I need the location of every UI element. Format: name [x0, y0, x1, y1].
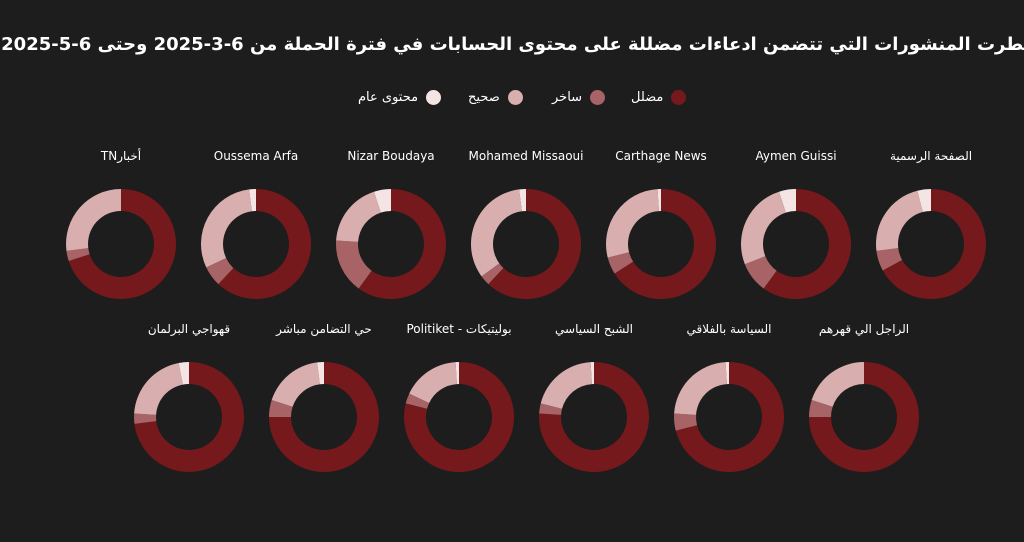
legend-label: صحيح	[468, 90, 500, 105]
donut-chart	[674, 362, 784, 472]
donut-slice	[614, 189, 716, 299]
donut-slice	[66, 189, 121, 251]
donut-slice	[811, 362, 864, 407]
donut-slice	[404, 362, 514, 472]
donut-slice	[779, 189, 796, 213]
donut-label: Politiket - بوليتيكات	[406, 322, 512, 336]
donut-label: Mohamed Missaoui	[468, 149, 584, 163]
donut-chart	[471, 189, 581, 299]
donut-slice	[590, 362, 594, 385]
legend-swatch	[590, 90, 606, 105]
legend-swatch	[671, 90, 687, 105]
donut-slice	[876, 190, 923, 251]
donut-slice	[725, 362, 729, 385]
donut-chart	[741, 189, 851, 299]
donut-slice	[358, 189, 446, 299]
donut-slice	[675, 362, 784, 472]
legend-item-satire: ساخر	[552, 90, 606, 105]
donut-label: Carthage News	[615, 149, 707, 163]
donut-slice	[519, 189, 526, 212]
donut-slice	[607, 252, 634, 274]
donut-chart	[336, 189, 446, 299]
donut-chart	[606, 189, 716, 299]
donut-slice	[488, 189, 581, 299]
donut-slice	[271, 362, 320, 407]
donut-slice	[66, 248, 90, 261]
donut-chart	[134, 362, 244, 472]
donut-chart	[404, 362, 514, 472]
legend-label: محتوى عام	[358, 90, 419, 105]
legend-swatch	[507, 90, 523, 105]
donut-chart	[876, 189, 986, 299]
donut-slice	[336, 240, 372, 289]
donut-chart	[66, 189, 176, 299]
donut-slice	[741, 191, 786, 265]
legend-item-true: صحيح	[468, 90, 523, 105]
donut-slice	[455, 362, 459, 385]
donut-slice	[539, 362, 649, 472]
donut-slice	[917, 189, 931, 213]
donut-slice	[134, 362, 244, 472]
donut-label: الراجل الي قهرهم	[818, 322, 910, 336]
donut-label: Aymen Guissi	[755, 149, 837, 163]
donut-slice	[876, 248, 903, 271]
donut-slice	[674, 413, 698, 431]
donut-slice	[218, 189, 311, 299]
donut-slice	[481, 263, 504, 285]
donut-slice	[134, 413, 157, 424]
donut-label: السياسة بالفلاقي	[686, 322, 772, 336]
donut-slice	[201, 189, 252, 268]
donut-chart	[201, 189, 311, 299]
donut-slice	[409, 362, 457, 403]
donut-slice	[809, 362, 919, 472]
donut-slice	[763, 189, 851, 299]
donut-slice	[317, 362, 324, 385]
donut-slice	[269, 400, 293, 417]
donut-slice	[540, 362, 592, 409]
chart-title: سيطرت المنشورات التي تتضمن ادعاءات مضللة…	[1, 34, 1024, 55]
donut-slice	[249, 189, 256, 212]
donut-slice	[882, 189, 986, 299]
donut-label: حي التضامن مباشر	[276, 322, 372, 336]
legend-item-general: محتوى عام	[358, 90, 442, 105]
legend-label: مضلل	[631, 90, 664, 105]
donut-slice	[134, 362, 183, 415]
donut-slice	[471, 189, 522, 277]
donut-slice	[269, 362, 379, 472]
donut-label: قهواجي البرلمان	[147, 322, 231, 336]
donut-label: Nizar Boudaya	[347, 149, 435, 163]
donut-label: أخبارTN	[100, 149, 142, 163]
donut-slice	[178, 362, 189, 385]
donut-label: الصفحة الرسمية	[889, 149, 973, 163]
donut-slice	[606, 189, 659, 258]
donut-slice	[539, 403, 563, 415]
legend: مضلل ساخر صحيح محتوى عام	[0, 90, 1024, 110]
donut-slice	[809, 400, 833, 417]
donut-label: الشبح السياسي	[555, 322, 633, 336]
donut-slice	[657, 189, 661, 212]
legend-item-misleading: مضلل	[631, 90, 687, 105]
legend-label: ساخر	[552, 90, 583, 105]
legend-swatch	[426, 90, 442, 105]
donut-chart	[269, 362, 379, 472]
donut-slice	[206, 258, 234, 285]
donut-slice	[744, 256, 777, 289]
donut-slice	[374, 189, 391, 213]
donut-slice	[68, 189, 176, 299]
donut-slice	[336, 191, 381, 242]
donut-slice	[405, 393, 430, 409]
donut-chart	[539, 362, 649, 472]
donut-slice	[674, 362, 727, 415]
donut-chart	[809, 362, 919, 472]
donut-label: Oussema Arfa	[213, 149, 299, 163]
